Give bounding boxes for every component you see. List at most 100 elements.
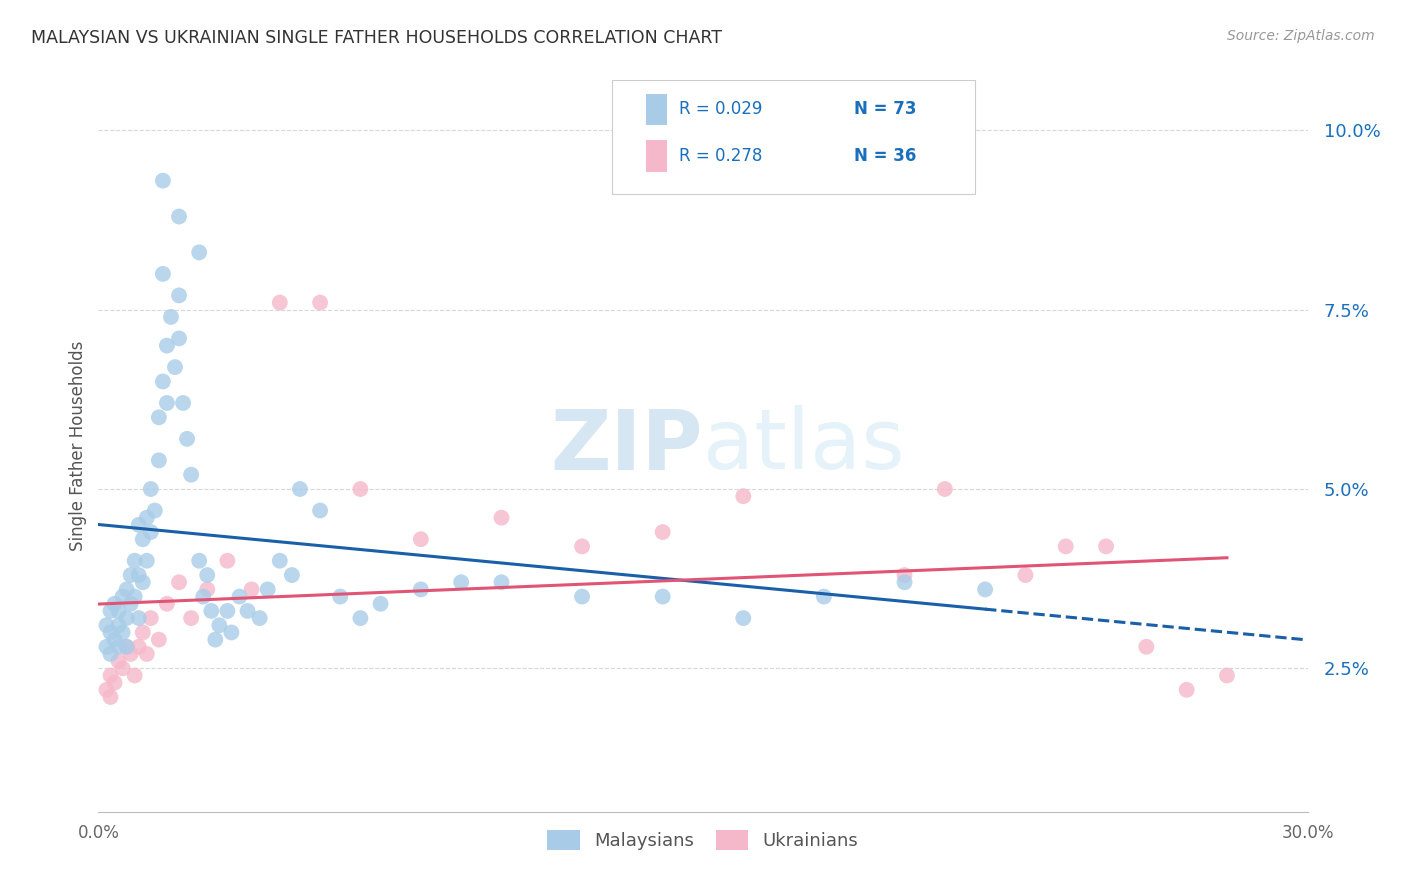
Point — [217, 604, 239, 618]
Point — [124, 554, 146, 568]
Point — [256, 582, 278, 597]
Point — [152, 174, 174, 188]
Point — [176, 432, 198, 446]
Point — [135, 510, 157, 524]
Point — [167, 288, 190, 302]
Text: MALAYSIAN VS UKRAINIAN SINGLE FATHER HOUSEHOLDS CORRELATION CHART: MALAYSIAN VS UKRAINIAN SINGLE FATHER HOU… — [31, 29, 721, 46]
Point — [107, 618, 129, 632]
Point — [132, 625, 155, 640]
Point — [132, 575, 155, 590]
Point — [124, 590, 146, 604]
Point — [733, 489, 755, 503]
Point — [349, 611, 371, 625]
Point — [139, 482, 162, 496]
Point — [491, 575, 513, 590]
Point — [120, 568, 142, 582]
Point — [96, 618, 118, 632]
Point — [167, 331, 190, 345]
Point — [370, 597, 392, 611]
Point — [281, 568, 304, 582]
Point — [103, 597, 125, 611]
Point — [103, 632, 125, 647]
Point — [111, 590, 134, 604]
Point — [135, 647, 157, 661]
Point — [167, 210, 190, 224]
Point — [107, 654, 129, 668]
Point — [148, 632, 170, 647]
Point — [100, 604, 122, 618]
Point — [167, 575, 190, 590]
Point — [329, 590, 352, 604]
Point — [115, 640, 138, 654]
Point — [128, 568, 150, 582]
FancyBboxPatch shape — [647, 94, 668, 125]
FancyBboxPatch shape — [647, 140, 668, 171]
Point — [132, 533, 155, 547]
Point — [139, 524, 162, 539]
Point — [107, 640, 129, 654]
Point — [96, 640, 118, 654]
Point — [180, 611, 202, 625]
Point — [349, 482, 371, 496]
Point — [893, 568, 915, 582]
Point — [288, 482, 311, 496]
Point — [100, 690, 122, 704]
Point — [180, 467, 202, 482]
Point — [249, 611, 271, 625]
Text: atlas: atlas — [703, 406, 904, 486]
Point — [100, 625, 122, 640]
Point — [100, 647, 122, 661]
Text: R = 0.278: R = 0.278 — [679, 146, 762, 165]
Point — [269, 295, 291, 310]
Text: N = 73: N = 73 — [855, 100, 917, 119]
Point — [195, 582, 218, 597]
Point — [217, 554, 239, 568]
Legend: Malaysians, Ukrainians: Malaysians, Ukrainians — [540, 823, 866, 857]
Point — [491, 510, 513, 524]
Point — [156, 597, 179, 611]
Point — [974, 582, 997, 597]
Point — [128, 640, 150, 654]
Point — [1135, 640, 1157, 654]
Point — [103, 675, 125, 690]
Point — [893, 575, 915, 590]
Point — [934, 482, 956, 496]
Point — [228, 590, 250, 604]
Point — [143, 503, 166, 517]
Point — [733, 611, 755, 625]
Point — [651, 524, 673, 539]
Text: R = 0.029: R = 0.029 — [679, 100, 762, 119]
Point — [188, 245, 211, 260]
Point — [128, 611, 150, 625]
Point — [236, 604, 259, 618]
Text: ZIP: ZIP — [551, 406, 703, 486]
Point — [1095, 540, 1118, 554]
Point — [128, 517, 150, 532]
Point — [813, 590, 835, 604]
Point — [107, 604, 129, 618]
Point — [152, 267, 174, 281]
Point — [111, 661, 134, 675]
Point — [1175, 682, 1198, 697]
Point — [96, 682, 118, 697]
Point — [200, 604, 222, 618]
Point — [111, 625, 134, 640]
Point — [135, 554, 157, 568]
Text: N = 36: N = 36 — [855, 146, 917, 165]
Point — [208, 618, 231, 632]
Point — [240, 582, 263, 597]
Point — [309, 295, 332, 310]
Point — [571, 590, 593, 604]
Y-axis label: Single Father Households: Single Father Households — [69, 341, 87, 551]
Point — [139, 611, 162, 625]
Point — [156, 396, 179, 410]
Point — [409, 533, 432, 547]
Point — [450, 575, 472, 590]
Point — [124, 668, 146, 682]
Point — [195, 568, 218, 582]
Point — [1054, 540, 1077, 554]
Point — [172, 396, 194, 410]
Point — [193, 590, 215, 604]
Point — [221, 625, 243, 640]
Point — [188, 554, 211, 568]
